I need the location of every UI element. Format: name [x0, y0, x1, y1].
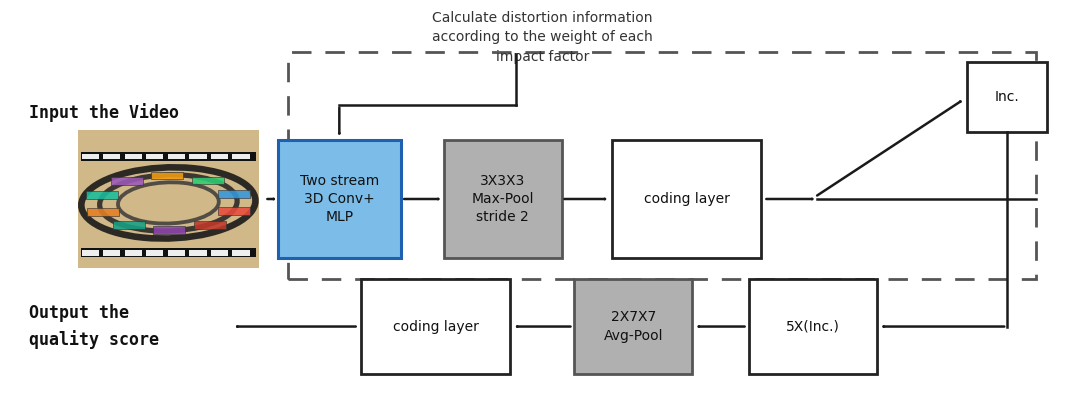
FancyBboxPatch shape: [218, 190, 250, 198]
FancyBboxPatch shape: [192, 177, 224, 184]
Text: Calculate distortion information
according to the weight of each
impact factor: Calculate distortion information accordi…: [432, 11, 653, 64]
FancyBboxPatch shape: [361, 279, 510, 374]
FancyBboxPatch shape: [103, 250, 120, 256]
FancyBboxPatch shape: [82, 250, 99, 256]
FancyBboxPatch shape: [168, 154, 185, 160]
FancyBboxPatch shape: [151, 172, 184, 179]
Text: Two stream
3D Conv+
MLP: Two stream 3D Conv+ MLP: [300, 174, 379, 224]
FancyBboxPatch shape: [189, 250, 206, 256]
FancyBboxPatch shape: [82, 248, 256, 257]
FancyBboxPatch shape: [278, 140, 401, 258]
FancyBboxPatch shape: [575, 279, 692, 374]
FancyBboxPatch shape: [125, 250, 142, 256]
FancyBboxPatch shape: [444, 140, 562, 258]
FancyBboxPatch shape: [154, 226, 186, 234]
FancyBboxPatch shape: [967, 62, 1047, 132]
FancyBboxPatch shape: [103, 154, 120, 160]
FancyBboxPatch shape: [168, 250, 185, 256]
Text: coding layer: coding layer: [643, 192, 729, 206]
FancyBboxPatch shape: [77, 130, 259, 268]
FancyBboxPatch shape: [612, 140, 761, 258]
FancyBboxPatch shape: [232, 154, 249, 160]
FancyBboxPatch shape: [211, 154, 228, 160]
Text: Inc.: Inc.: [995, 90, 1019, 104]
FancyBboxPatch shape: [82, 152, 256, 160]
FancyBboxPatch shape: [87, 208, 119, 216]
FancyBboxPatch shape: [193, 221, 226, 229]
Text: 5X(Inc.): 5X(Inc.): [786, 320, 840, 334]
Text: Input the Video: Input the Video: [29, 103, 179, 122]
FancyBboxPatch shape: [82, 154, 99, 160]
FancyBboxPatch shape: [218, 207, 250, 215]
FancyBboxPatch shape: [232, 250, 249, 256]
FancyBboxPatch shape: [111, 177, 143, 185]
Text: 3X3X3
Max-Pool
stride 2: 3X3X3 Max-Pool stride 2: [471, 174, 534, 224]
Text: 2X7X7
Avg-Pool: 2X7X7 Avg-Pool: [604, 310, 663, 343]
FancyBboxPatch shape: [189, 154, 206, 160]
Text: Output the
quality score: Output the quality score: [29, 304, 159, 349]
Text: coding layer: coding layer: [393, 320, 478, 334]
FancyBboxPatch shape: [86, 191, 118, 199]
FancyBboxPatch shape: [125, 154, 142, 160]
FancyBboxPatch shape: [146, 154, 163, 160]
FancyBboxPatch shape: [113, 221, 145, 229]
FancyBboxPatch shape: [211, 250, 228, 256]
FancyBboxPatch shape: [146, 250, 163, 256]
FancyBboxPatch shape: [749, 279, 876, 374]
